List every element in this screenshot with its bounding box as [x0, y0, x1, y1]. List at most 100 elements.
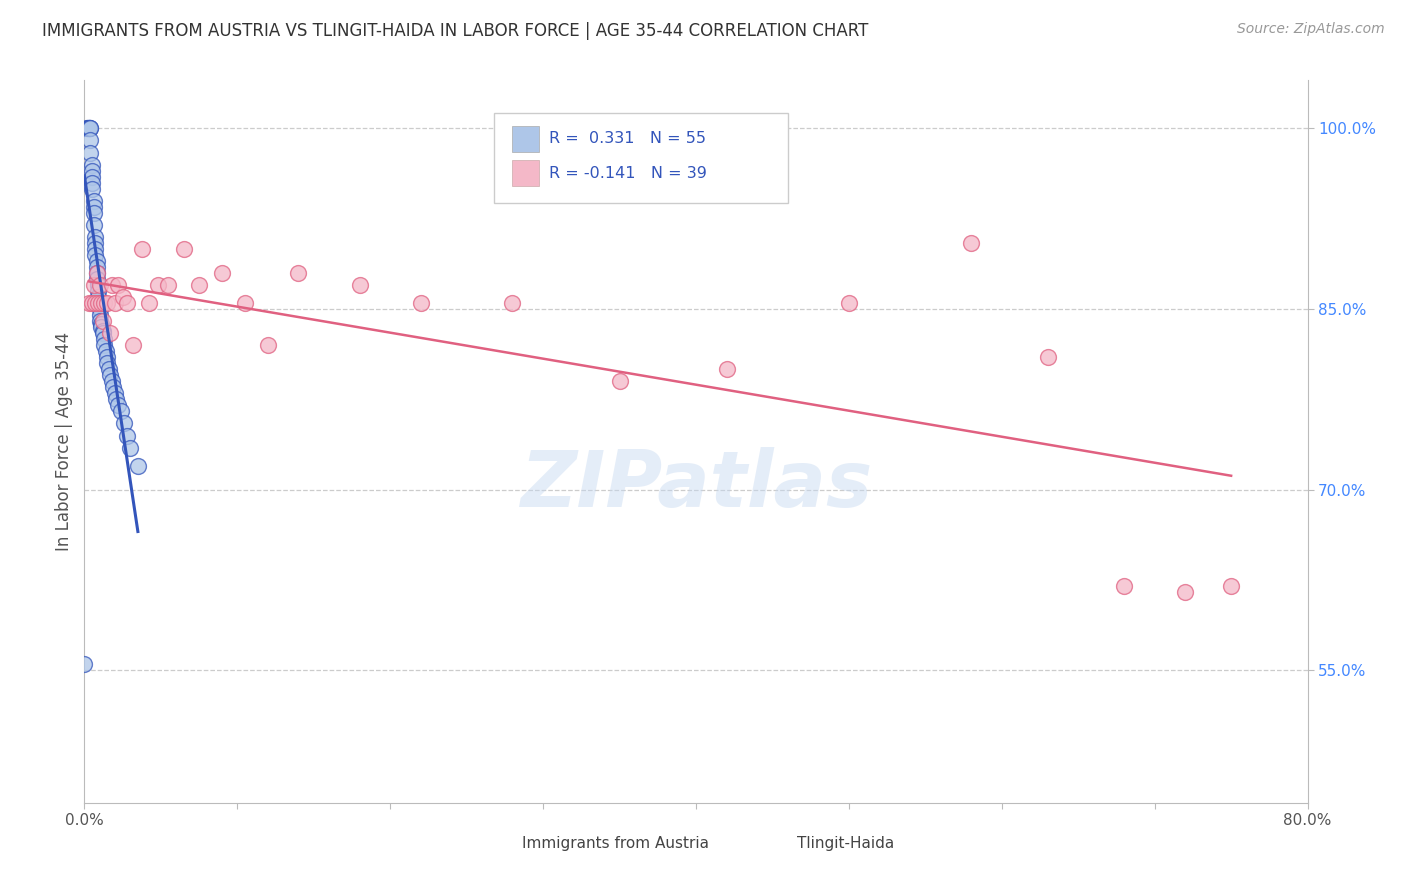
Point	[91, 324, 114, 338]
Point	[89, 278, 111, 293]
Point	[90, 320, 112, 334]
Point	[79, 121, 101, 136]
Point	[1114, 579, 1136, 593]
Text: ZIPatlas: ZIPatlas	[520, 447, 872, 523]
Point	[93, 332, 115, 346]
Point	[80, 158, 103, 172]
Point	[115, 296, 138, 310]
Text: Source: ZipAtlas.com: Source: ZipAtlas.com	[1237, 22, 1385, 37]
Point	[77, 121, 100, 136]
Point	[86, 254, 108, 268]
Point	[157, 278, 180, 293]
Point	[77, 121, 100, 136]
Point	[960, 235, 983, 250]
Point	[211, 266, 233, 280]
Point	[84, 296, 107, 310]
Y-axis label: In Labor Force | Age 35-44: In Labor Force | Age 35-44	[55, 332, 73, 551]
Point	[90, 296, 112, 310]
Text: R = -0.141   N = 39: R = -0.141 N = 39	[550, 166, 707, 181]
Point	[76, 121, 98, 136]
Point	[89, 301, 111, 317]
Point	[83, 218, 105, 232]
Point	[1036, 350, 1059, 364]
Point	[104, 296, 127, 310]
Point	[79, 133, 101, 147]
Point	[103, 380, 125, 394]
Point	[257, 338, 280, 352]
Text: IMMIGRANTS FROM AUSTRIA VS TLINGIT-HAIDA IN LABOR FORCE | AGE 35-44 CORRELATION : IMMIGRANTS FROM AUSTRIA VS TLINGIT-HAIDA…	[42, 22, 869, 40]
Point	[173, 242, 195, 256]
Point	[502, 296, 524, 310]
Point	[233, 296, 256, 310]
Point	[87, 296, 110, 310]
Point	[96, 296, 118, 310]
Text: Tlingit-Haida: Tlingit-Haida	[797, 836, 894, 851]
Point	[80, 176, 103, 190]
Point	[409, 296, 432, 310]
Point	[80, 182, 103, 196]
Point	[1174, 585, 1197, 599]
Point	[111, 290, 134, 304]
Point	[79, 145, 101, 160]
Point	[86, 266, 108, 280]
Point	[609, 375, 631, 389]
Point	[107, 278, 129, 293]
Point	[89, 296, 111, 310]
Point	[73, 657, 96, 672]
Point	[76, 121, 98, 136]
Point	[94, 344, 117, 359]
Text: R =  0.331   N = 55: R = 0.331 N = 55	[550, 131, 706, 146]
Point	[287, 266, 309, 280]
Point	[83, 205, 105, 219]
Point	[89, 308, 111, 322]
Point	[83, 194, 105, 208]
Point	[101, 375, 124, 389]
Point	[101, 278, 124, 293]
Text: Immigrants from Austria: Immigrants from Austria	[522, 836, 709, 851]
FancyBboxPatch shape	[488, 830, 515, 855]
Point	[1220, 579, 1243, 593]
Point	[127, 458, 149, 473]
Point	[349, 278, 371, 293]
Point	[122, 338, 145, 352]
Point	[96, 350, 118, 364]
Point	[80, 163, 103, 178]
Point	[93, 296, 115, 310]
Point	[105, 392, 128, 407]
Point	[112, 417, 135, 431]
Point	[84, 230, 107, 244]
Point	[90, 317, 112, 331]
Point	[138, 296, 160, 310]
Point	[83, 200, 105, 214]
Point	[131, 242, 153, 256]
Point	[80, 169, 103, 184]
Point	[83, 278, 105, 293]
Point	[87, 290, 110, 304]
Point	[79, 121, 101, 136]
Point	[97, 362, 120, 376]
Point	[107, 398, 129, 412]
Point	[87, 284, 110, 298]
Point	[91, 326, 114, 341]
FancyBboxPatch shape	[513, 126, 540, 152]
Point	[89, 314, 111, 328]
Point	[84, 242, 107, 256]
Point	[84, 235, 107, 250]
Point	[115, 428, 138, 442]
Point	[838, 296, 860, 310]
Point	[77, 121, 100, 136]
Point	[84, 248, 107, 262]
Point	[98, 326, 121, 341]
Point	[87, 278, 110, 293]
Point	[86, 260, 108, 274]
Point	[91, 314, 114, 328]
Point	[120, 441, 142, 455]
FancyBboxPatch shape	[494, 112, 787, 203]
FancyBboxPatch shape	[763, 830, 790, 855]
FancyBboxPatch shape	[513, 161, 540, 186]
Point	[146, 278, 169, 293]
Point	[86, 266, 108, 280]
Point	[98, 368, 121, 383]
Point	[104, 386, 127, 401]
Point	[93, 338, 115, 352]
